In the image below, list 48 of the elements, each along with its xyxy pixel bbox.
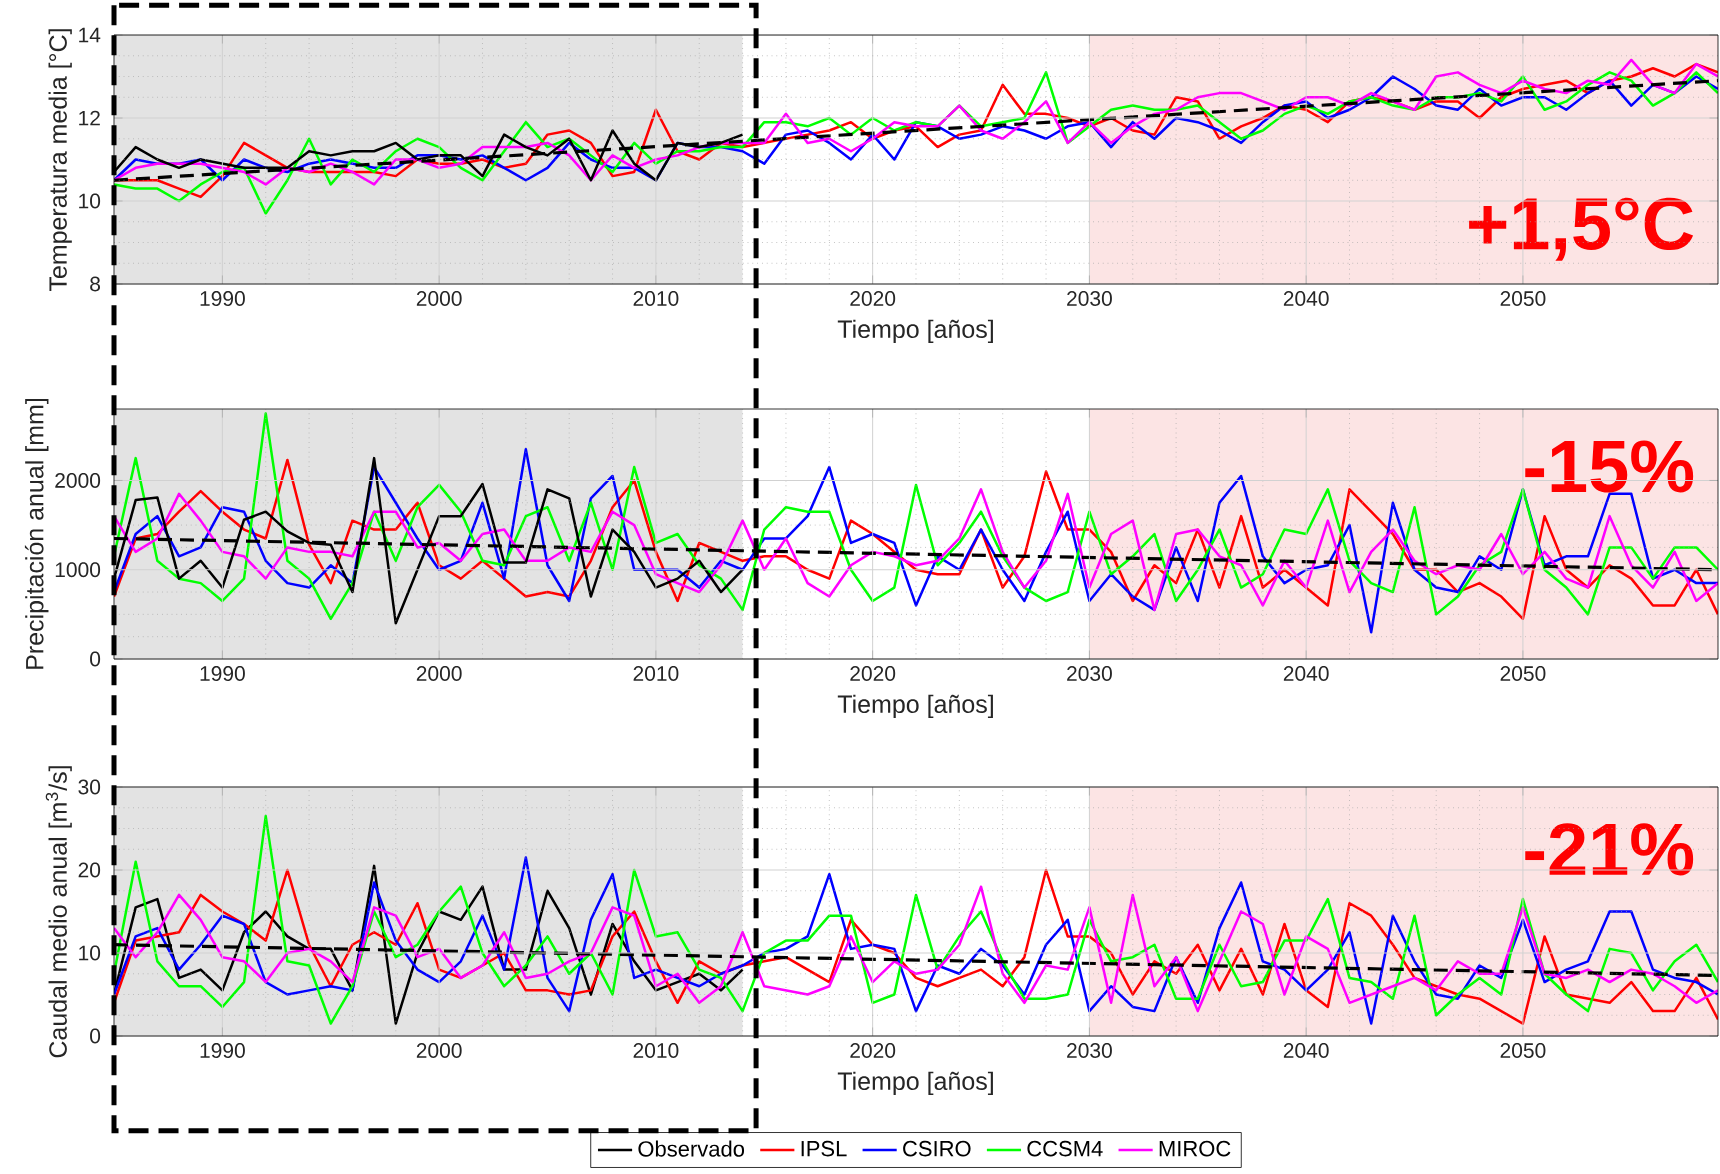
x-tick-label: 2000 bbox=[416, 666, 462, 681]
y-tick-label: 14 bbox=[79, 27, 101, 43]
x-tick-label: 2000 bbox=[416, 291, 462, 306]
y-tick-label: 30 bbox=[78, 779, 101, 795]
y-tick-label: 0 bbox=[90, 651, 101, 667]
line-series bbox=[114, 814, 1718, 1025]
x-tick-label: 2010 bbox=[633, 1043, 679, 1058]
y-tick-label: 10 bbox=[79, 193, 101, 209]
y-tick-label: 2000 bbox=[55, 473, 101, 488]
legend-label: CSIRO bbox=[903, 1140, 971, 1157]
y-tick-label: 0 bbox=[90, 1028, 101, 1044]
x-tick-label: 2020 bbox=[850, 291, 896, 306]
y-axis-title: Precipitación anual [mm] bbox=[24, 398, 49, 669]
legend-label: CCSM4 bbox=[1027, 1140, 1103, 1157]
x-tick-label: 2030 bbox=[1067, 291, 1112, 306]
x-tick-label: 2000 bbox=[416, 1043, 462, 1058]
x-axis-title: Tiempo [años] bbox=[837, 319, 993, 343]
x-tick-label: 1990 bbox=[200, 291, 245, 306]
x-tick-label: 2020 bbox=[850, 666, 896, 681]
x-tick-label: 1990 bbox=[200, 1043, 245, 1058]
x-tick-label: 2050 bbox=[1500, 1043, 1546, 1058]
y-tick-label: 10 bbox=[79, 945, 101, 961]
x-axis-title: Tiempo [años] bbox=[837, 694, 993, 718]
line-series bbox=[114, 412, 1718, 621]
annotation: -15% bbox=[1525, 440, 1694, 493]
legend-label: MIROC bbox=[1159, 1140, 1231, 1157]
x-tick-label: 2020 bbox=[850, 1043, 896, 1058]
y-tick-label: 20 bbox=[78, 862, 101, 878]
x-tick-label: 2050 bbox=[1500, 291, 1546, 306]
x-tick-label: 2050 bbox=[1500, 666, 1546, 681]
x-axis-title: Tiempo [años] bbox=[837, 1071, 993, 1095]
x-tick-label: 2040 bbox=[1283, 666, 1329, 681]
legend-label: Observado bbox=[638, 1140, 745, 1157]
y-axis-title: Caudal medio anual [m$^{3}$/s] bbox=[45, 766, 72, 1058]
x-tick-label: 2010 bbox=[633, 291, 679, 306]
y-tick-label: 1000 bbox=[55, 562, 101, 578]
x-tick-label: 1990 bbox=[200, 666, 245, 681]
legend-label: IPSL bbox=[801, 1140, 847, 1157]
y-axis-title: Temperatura media [°C] bbox=[48, 29, 72, 292]
x-tick-label: 2010 bbox=[633, 666, 679, 681]
y-tick-label: 12 bbox=[79, 110, 100, 126]
x-tick-label: 2040 bbox=[1283, 291, 1329, 306]
y-tick-label: 8 bbox=[90, 276, 101, 292]
annotation: -21% bbox=[1525, 823, 1694, 876]
annotation: +1,5°C bbox=[1469, 197, 1694, 261]
x-tick-label: 2040 bbox=[1283, 1043, 1329, 1058]
x-tick-label: 2030 bbox=[1067, 666, 1112, 681]
x-tick-label: 2030 bbox=[1067, 1043, 1112, 1058]
